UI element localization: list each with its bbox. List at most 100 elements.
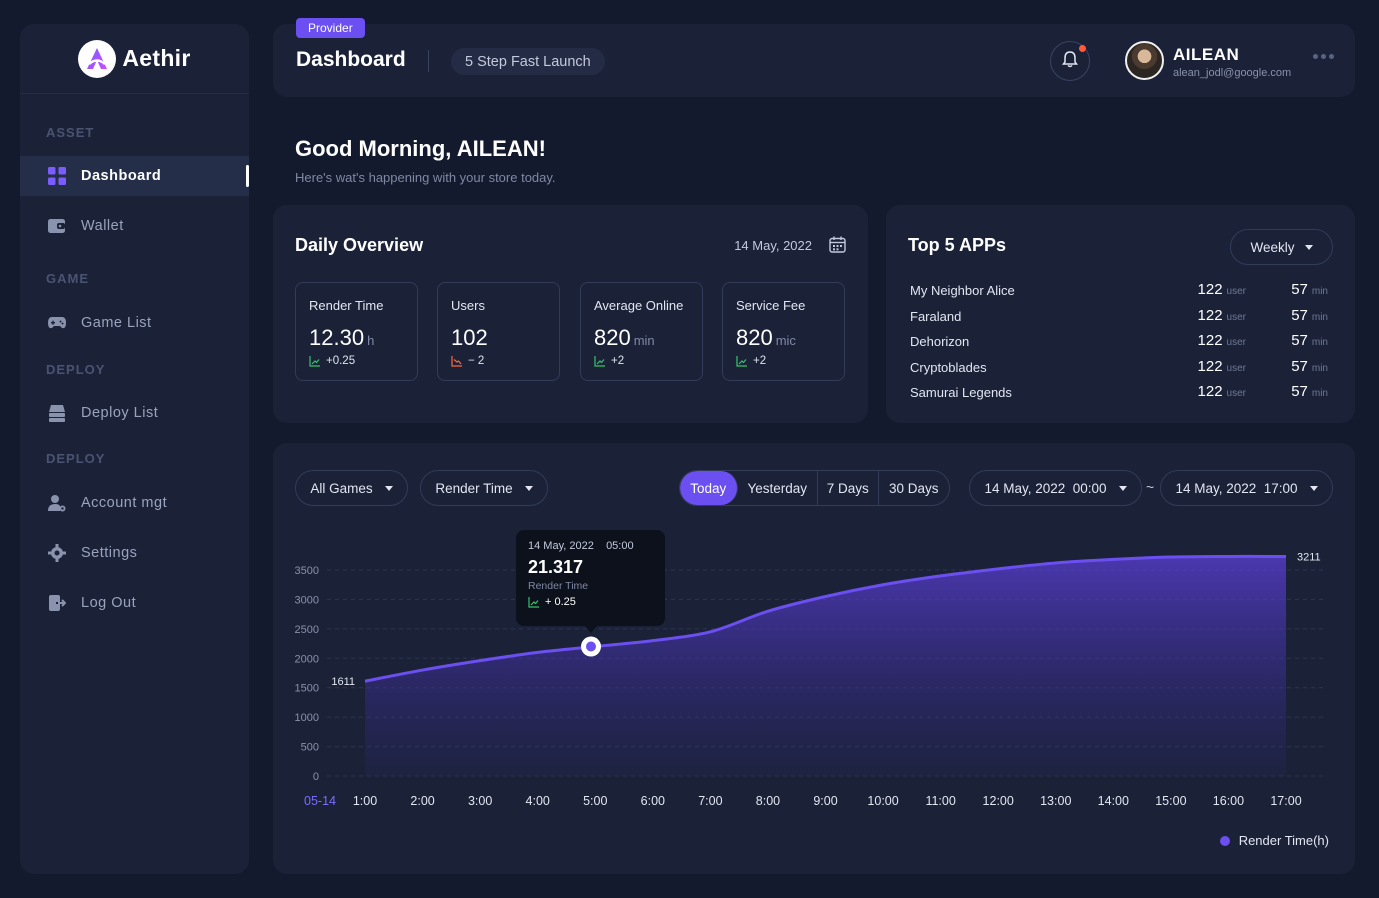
metric-delta: +2 — [611, 355, 625, 367]
sidebar-item-label: Account mgt — [81, 495, 168, 511]
bell-icon — [1061, 50, 1079, 73]
x-tick-label: 12:00 — [983, 794, 1014, 808]
nav-section-deploy: DEPLOY — [46, 362, 106, 377]
game-filter-select[interactable]: All Games — [295, 470, 408, 506]
notification-button[interactable] — [1050, 41, 1090, 81]
gear-icon — [47, 543, 67, 563]
x-tick-label: 6:00 — [641, 794, 665, 808]
metric-delta: +2 — [753, 355, 767, 367]
x-tick-label: 11:00 — [925, 794, 955, 808]
date-from-select[interactable]: 14 May, 2022 00:00 — [969, 470, 1142, 506]
chevron-down-icon — [1304, 244, 1313, 250]
metric-value: 12.30 — [309, 325, 365, 350]
trend-up-icon — [528, 596, 539, 608]
app-name: Cryptoblades — [910, 359, 987, 375]
date-range-separator: ~ — [1146, 479, 1155, 495]
y-tick-label: 2500 — [295, 624, 319, 636]
highlight-point-inner — [586, 641, 596, 652]
metric-average-online: Average Online 820 min +2 — [580, 282, 703, 381]
metric-users: Users 102 − 2 — [437, 282, 560, 381]
sidebar-item-deploy-list[interactable]: Deploy List — [20, 393, 249, 433]
fast-launch-button[interactable]: 5 Step Fast Launch — [451, 48, 605, 75]
y-tick-label: 3000 — [295, 594, 319, 606]
metric-label: Average Online — [594, 298, 684, 313]
app-row[interactable]: My Neighbor Alice 122 user 57 min — [910, 281, 1328, 301]
sidebar-item-label: Wallet — [81, 218, 124, 234]
sidebar-item-log-out[interactable]: Log Out — [20, 583, 249, 623]
range-yesterday-button[interactable]: Yesterday — [738, 471, 818, 505]
metric-label: Render Time — [309, 298, 384, 313]
user-email: alean_jodl@google.com — [1173, 67, 1292, 79]
legend-swatch — [1219, 835, 1230, 846]
user-gear-icon — [47, 493, 67, 513]
wallet-icon — [47, 216, 67, 236]
metric-filter-select[interactable]: Render Time — [420, 470, 548, 506]
range-today-button[interactable]: Today — [680, 471, 738, 505]
more-icon[interactable] — [1313, 54, 1334, 59]
app-users: 122 user — [1197, 357, 1246, 375]
y-tick-label: 0 — [313, 771, 319, 783]
app-name: My Neighbor Alice — [910, 283, 1015, 298]
app-row[interactable]: Dehorizon 122 user 57 min — [910, 332, 1328, 352]
metric-service-fee: Service Fee 820 mic +2 — [722, 282, 845, 381]
app-row[interactable]: Cryptoblades 122 user 57 min — [910, 358, 1328, 378]
sidebar-item-dashboard[interactable]: Dashboard — [20, 156, 249, 196]
x-tick-label: 14:00 — [1098, 794, 1129, 808]
daily-overview-card: Daily Overview 14 May, 2022 Render Time … — [273, 205, 868, 423]
provider-badge: Provider — [296, 18, 365, 38]
x-axis-date-label: 05-14 — [304, 794, 336, 808]
sidebar-item-wallet[interactable]: Wallet — [20, 206, 249, 246]
tooltip-date: 14 May, 2022 05:00 — [528, 540, 634, 552]
app-row[interactable]: Faraland 122 user 57 min — [910, 307, 1328, 327]
date-from-value: 14 May, 2022 00:00 — [984, 480, 1107, 496]
legend-label: Render Time(h) — [1238, 833, 1329, 848]
sidebar-item-account-mgt[interactable]: Account mgt — [20, 483, 249, 523]
y-tick-label: 500 — [301, 742, 319, 754]
greeting-subtitle: Here's wat's happening with your store t… — [295, 170, 556, 185]
trend-up-icon — [736, 355, 747, 367]
metric-value: 102 — [451, 325, 488, 350]
brand-logo[interactable]: Aethir — [20, 24, 249, 94]
app-users: 122 user — [1197, 306, 1246, 324]
range-30days-button[interactable]: 30 Days — [889, 480, 939, 496]
metric-label: Users — [451, 298, 485, 313]
trend-up-icon — [309, 355, 320, 367]
app-minutes: 57 min — [1291, 281, 1328, 298]
app-name: Faraland — [910, 308, 962, 324]
nav-section-deploy-2: DEPLOY — [46, 451, 106, 466]
avatar[interactable] — [1125, 41, 1164, 80]
metric-unit: h — [367, 333, 375, 348]
nav-section-asset: ASSET — [46, 125, 95, 140]
sidebar-item-label: Deploy List — [81, 405, 159, 421]
trend-up-icon — [594, 355, 605, 367]
app-minutes: 57 min — [1291, 332, 1328, 349]
render-time-area-chart: 0 500 1000 1500 2000 2500 3000 3500 1611 3211 05-1… — [295, 551, 1323, 808]
range-7days-button[interactable]: 7 Days — [818, 471, 879, 505]
brand-name: Aethir — [122, 45, 191, 71]
sidebar-item-settings[interactable]: Settings — [20, 533, 249, 573]
tooltip-value: 21.317 — [528, 557, 584, 577]
date-to-select[interactable]: 14 May, 2022 17:00 — [1160, 470, 1333, 506]
y-tick-label: 1000 — [295, 712, 319, 724]
sidebar-item-label: Log Out — [81, 595, 137, 611]
x-tick-label: 9:00 — [813, 794, 837, 808]
daily-overview-title: Daily Overview — [295, 235, 424, 255]
calendar-icon[interactable] — [829, 236, 846, 258]
metric-label: Service Fee — [736, 298, 806, 313]
metric-filter-value: Render Time — [435, 480, 513, 496]
user-name: AILEAN — [1173, 45, 1240, 64]
app-name: Dehorizon — [910, 334, 970, 349]
chevron-down-icon — [384, 485, 393, 491]
greeting-title: Good Morning, AILEAN! — [295, 136, 546, 161]
game-filter-value: All Games — [310, 480, 373, 496]
y-tick-label: 2000 — [295, 653, 319, 665]
metric-unit: min — [633, 333, 655, 348]
app-row[interactable]: Samurai Legends 122 user 57 min — [910, 383, 1328, 403]
sidebar: Aethir ASSET Dashboard Wallet GAME Game … — [20, 24, 249, 874]
chevron-down-icon — [1309, 485, 1318, 491]
period-select[interactable]: Weekly — [1230, 229, 1333, 265]
y-tick-label: 1500 — [295, 683, 319, 695]
title-divider — [428, 50, 429, 72]
sidebar-item-game-list[interactable]: Game List — [20, 303, 249, 343]
end-value-label: 3211 — [1297, 551, 1321, 563]
